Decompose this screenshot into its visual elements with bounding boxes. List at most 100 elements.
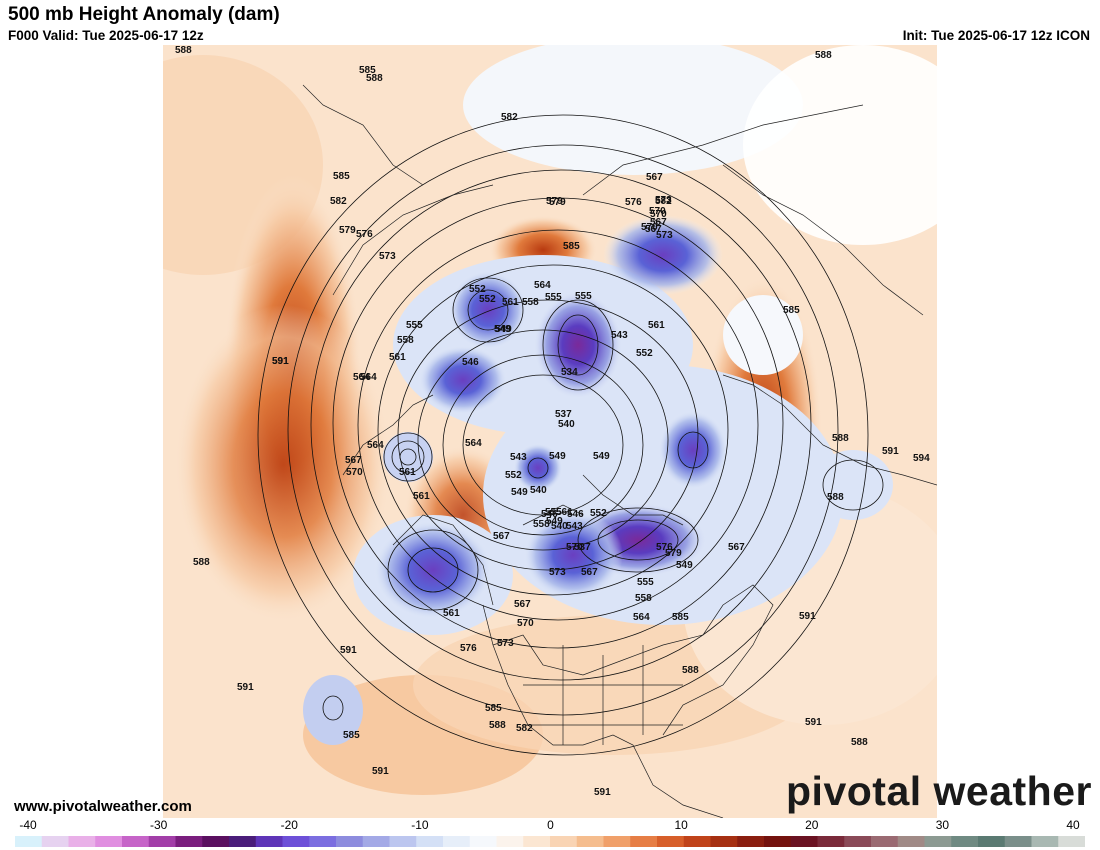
contour-label: 588: [682, 665, 699, 676]
contour-label: 570: [517, 618, 534, 629]
contour-label: 588: [193, 557, 210, 568]
contour-label: 543: [510, 452, 527, 463]
contour-label: 552: [505, 470, 522, 481]
contour-label: 561: [502, 297, 519, 308]
colorbar-swatch: [443, 836, 471, 847]
contour-label: 558: [397, 335, 414, 346]
contour-label: 570: [649, 206, 666, 217]
contour-label: 555: [637, 577, 654, 588]
contour-label: 588: [366, 73, 383, 84]
colorbar-swatch: [362, 836, 390, 847]
contour-label: 537: [574, 542, 591, 553]
contour-label: 591: [372, 766, 389, 777]
contour-label: 585: [343, 730, 360, 741]
colorbar-swatch: [95, 836, 123, 847]
contour-label: 573: [655, 195, 672, 206]
contour-label: 588: [815, 50, 832, 61]
map-title: 500 mb Height Anomaly (dam): [8, 4, 280, 25]
contour-label: 567: [345, 455, 362, 466]
contour-label: 570: [641, 222, 658, 233]
contour-label: 588: [851, 737, 868, 748]
colorbar-swatch: [469, 836, 497, 847]
contour-label: 582: [330, 196, 347, 207]
init-time: Init: Tue 2025-06-17 12z ICON: [902, 28, 1090, 43]
contour-label: 552: [469, 284, 486, 295]
colorbar-swatch: [68, 836, 96, 847]
coastlines: [302, 84, 937, 818]
contour-label: 567: [581, 567, 598, 578]
contour-label: 591: [799, 611, 816, 622]
contour-label: 555: [545, 507, 562, 518]
contour-label: 594: [913, 453, 930, 464]
contour-label: 561: [648, 320, 665, 331]
colorbar-swatch: [496, 836, 524, 847]
contour-label: 591: [272, 356, 289, 367]
colorbar-swatch: [764, 836, 792, 847]
colorbar-swatch: [603, 836, 631, 847]
contour-label: 588: [489, 720, 506, 731]
contour-label: 546: [462, 357, 479, 368]
contour-label: 561: [399, 467, 416, 478]
contour-label: 558: [635, 593, 652, 604]
contour-label: 591: [594, 787, 611, 798]
colorbar-tick-label: -30: [149, 818, 168, 832]
colorbar-swatch: [871, 836, 899, 847]
contour-label: 534: [561, 367, 578, 378]
contour-label: 573: [379, 251, 396, 262]
colorbar-swatch: [630, 836, 658, 847]
contour-label: 567: [646, 172, 663, 183]
colorbar: [15, 836, 1085, 847]
contour-label: 585: [783, 305, 800, 316]
contour-label: 555: [575, 291, 592, 302]
contour-label: 585: [359, 65, 376, 76]
contour-label: 540: [530, 485, 547, 496]
colorbar-swatch: [309, 836, 337, 847]
contour-label: 588: [175, 45, 192, 56]
anomaly-shading: [163, 45, 937, 795]
contour-label: 591: [237, 682, 254, 693]
contour-label: 576: [356, 229, 373, 240]
contour-label: 561: [389, 352, 406, 363]
contour-label: 585: [672, 612, 689, 623]
contour-label: 582: [516, 723, 533, 734]
colorbar-tick-label: 40: [1066, 818, 1080, 832]
contour-label: 543: [611, 330, 628, 341]
colorbar-swatch: [389, 836, 417, 847]
colorbar-tick-label: 0: [547, 818, 554, 832]
contour-label: 576: [460, 643, 477, 654]
colorbar-swatch: [41, 836, 69, 847]
contour-label: 552: [479, 294, 496, 305]
contour-label: 585: [485, 703, 502, 714]
valid-time: F000 Valid: Tue 2025-06-17 12z: [8, 28, 204, 43]
contour-label: 555: [545, 292, 562, 303]
contour-label: 591: [272, 356, 289, 367]
colorbar-swatch: [683, 836, 711, 847]
colorbar-swatch: [1004, 836, 1032, 847]
colorbar-swatch: [122, 836, 150, 847]
contour-label: 585: [563, 241, 580, 252]
contour-label: 549: [511, 487, 528, 498]
colorbar-tick-label: 20: [805, 818, 819, 832]
contour-label: 570: [346, 467, 363, 478]
contour-label: 588: [832, 433, 849, 444]
contour-label: 567: [514, 599, 531, 610]
website-url[interactable]: www.pivotalweather.com: [14, 798, 192, 815]
contour-label: 555: [406, 320, 423, 331]
contour-label: 546: [541, 509, 558, 520]
contour-label: 561: [556, 507, 573, 518]
contour-label: 537: [555, 409, 572, 420]
contour-label: 564: [360, 372, 377, 383]
contour-label: 564: [633, 612, 650, 623]
contour-label: 591: [340, 645, 357, 656]
colorbar-tick-label: 10: [674, 818, 688, 832]
contour-label: 561: [413, 491, 430, 502]
contour-label: 543: [566, 521, 583, 532]
colorbar-tick-label: -40: [19, 818, 37, 832]
contour-label: 573: [497, 638, 514, 649]
colorbar-swatch: [844, 836, 872, 847]
contour-label: 564: [465, 438, 482, 449]
colorbar-swatch: [523, 836, 551, 847]
contour-label: 561: [443, 608, 460, 619]
contour-label: 549: [593, 451, 610, 462]
